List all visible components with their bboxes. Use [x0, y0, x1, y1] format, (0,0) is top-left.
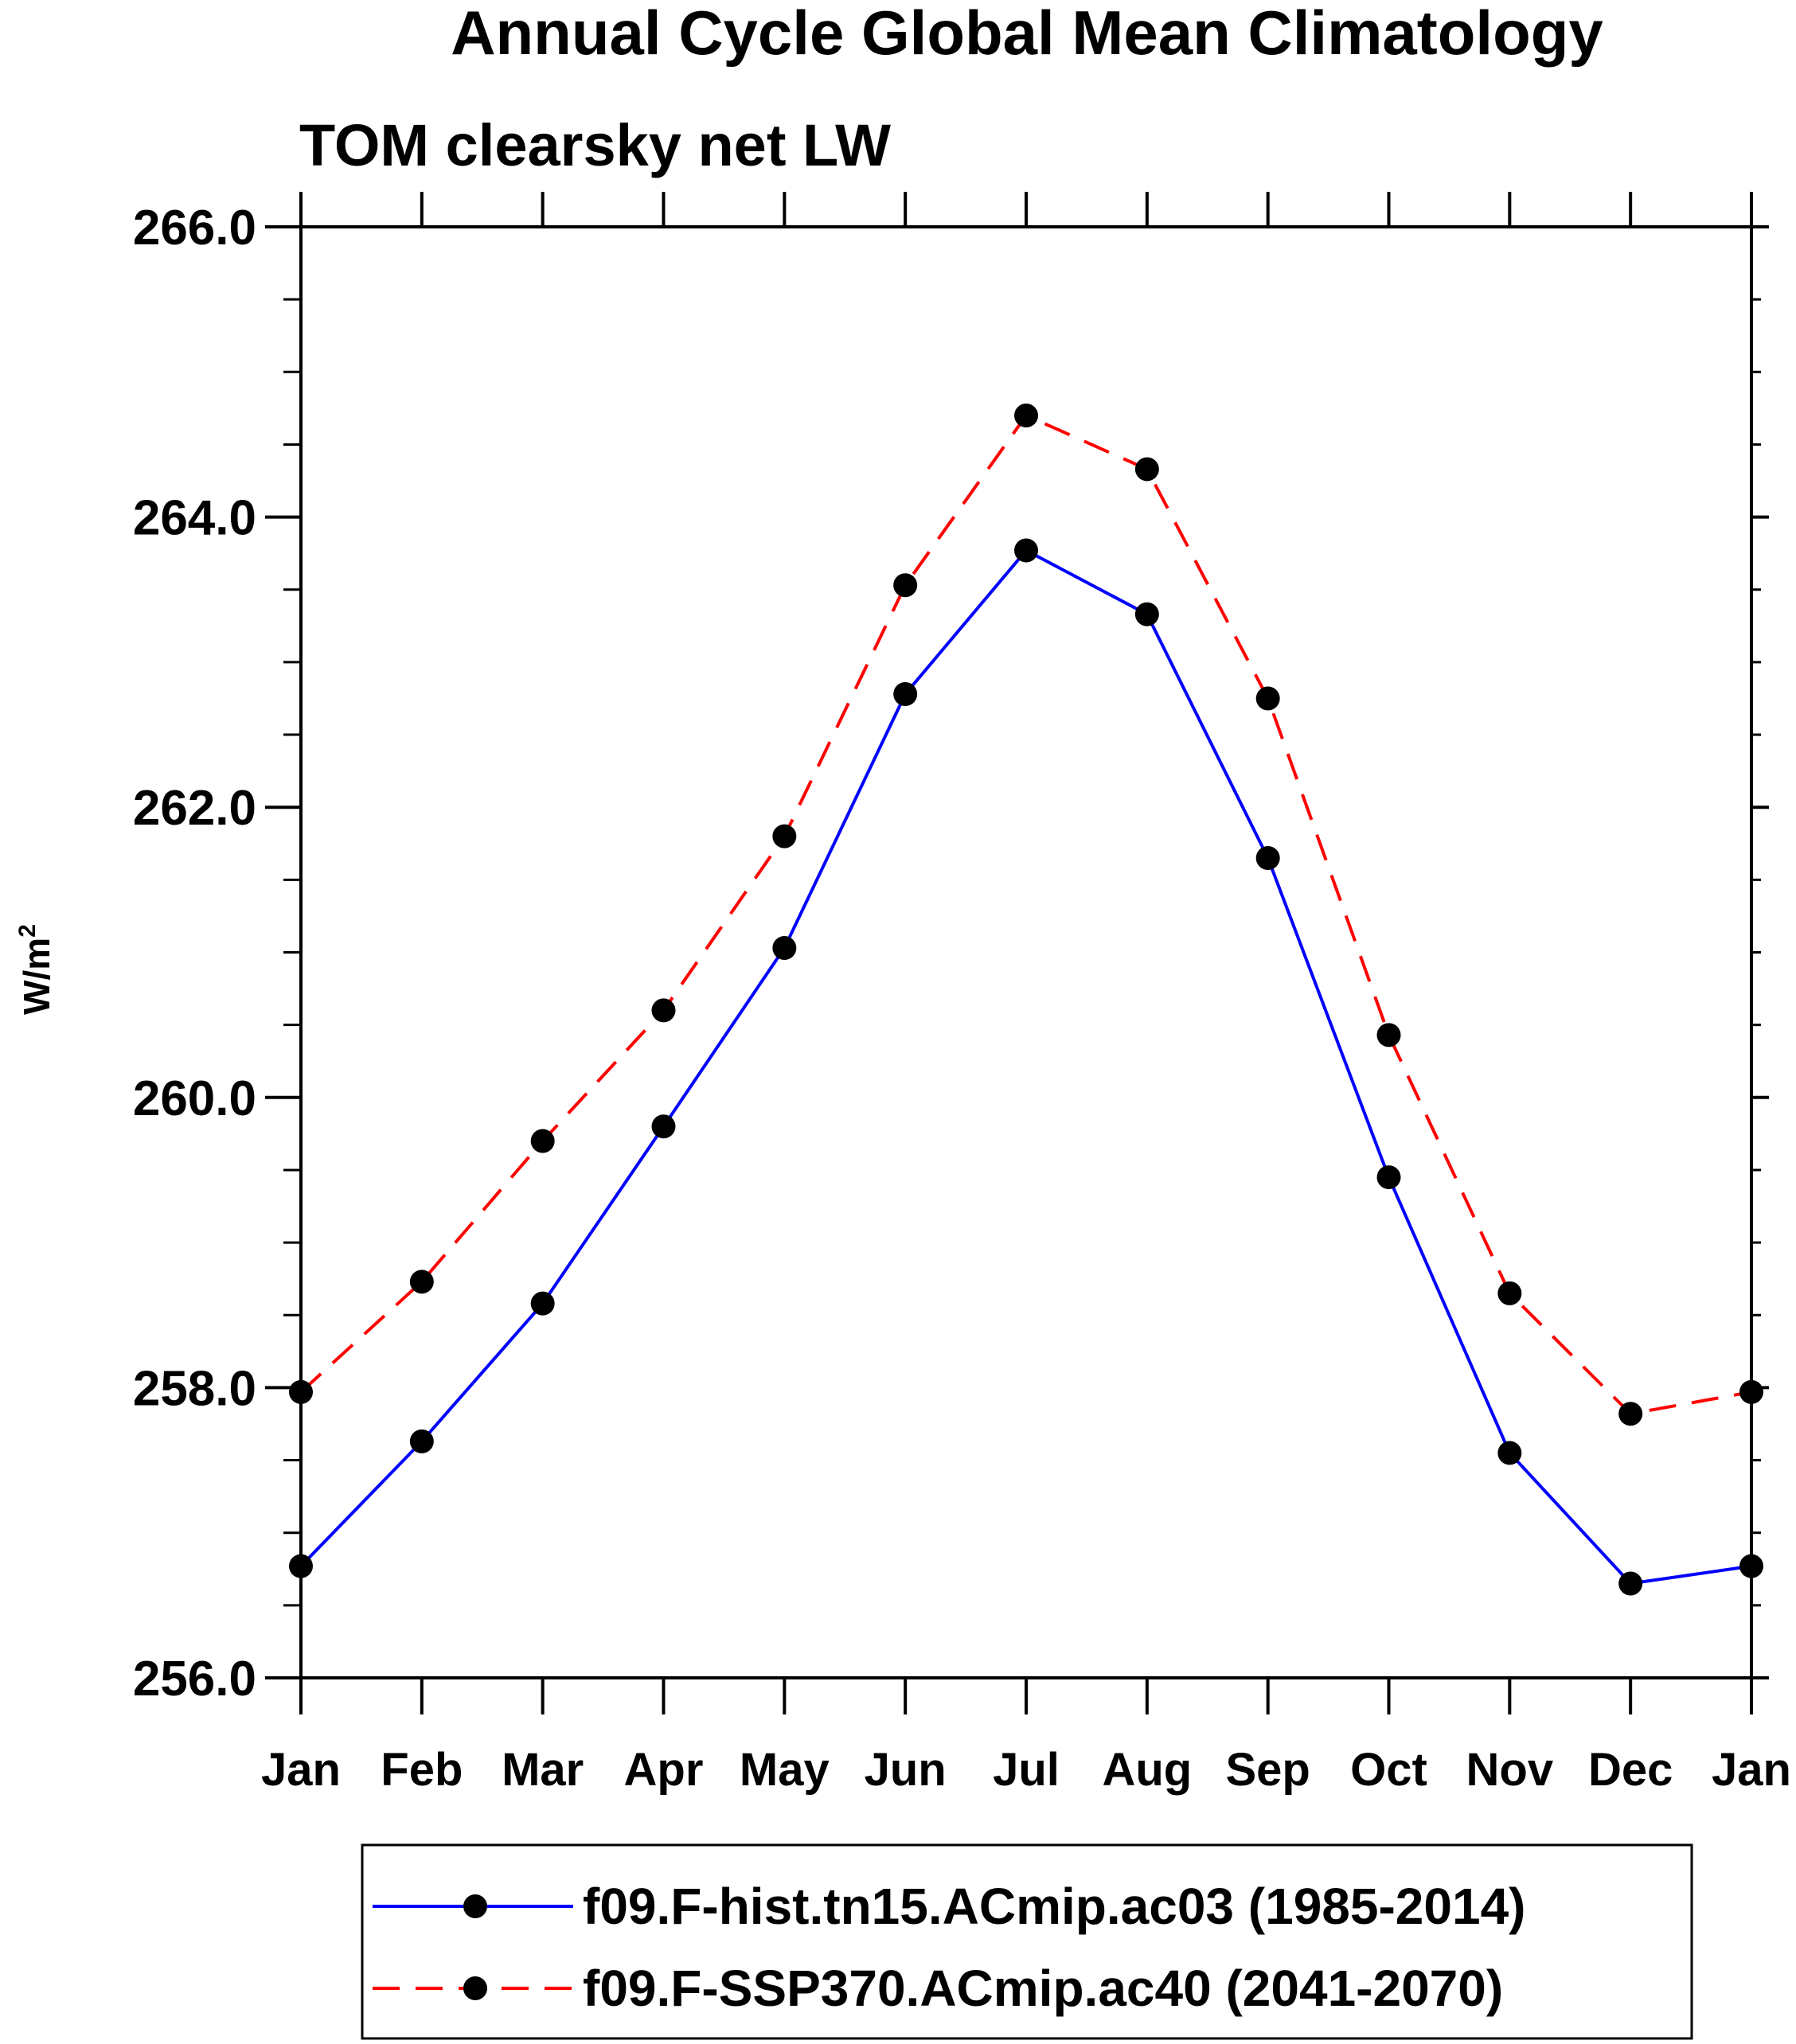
plot-frame: [299, 225, 1753, 1679]
series-2-point: [289, 1379, 313, 1404]
series-1-point: [289, 1554, 313, 1578]
legend-marker-1: [463, 1894, 487, 1918]
series-2-point: [1134, 457, 1159, 482]
series-1-point: [893, 682, 918, 707]
series-1-point: [530, 1291, 555, 1316]
x-tick-label: Mar: [502, 1744, 584, 1796]
y-tick-label: 256.0: [133, 1652, 256, 1707]
y-tick-label: 260.0: [133, 1071, 256, 1126]
series-1-point: [1134, 602, 1159, 626]
x-tick-label: Sep: [1225, 1744, 1310, 1796]
x-tick-label: Feb: [381, 1744, 463, 1796]
y-tick-label: 258.0: [133, 1361, 256, 1416]
series-2-point: [772, 824, 797, 848]
series-2-point: [1014, 403, 1038, 427]
series-2-point: [530, 1129, 555, 1153]
chart-title: Annual Cycle Global Mean Climatology: [451, 0, 1603, 68]
series-1-point: [409, 1429, 434, 1453]
series-1-point: [1497, 1441, 1522, 1465]
series-1-point: [1376, 1165, 1401, 1190]
series-2-point: [1739, 1379, 1763, 1404]
series-2-point: [1618, 1402, 1643, 1426]
x-tick-label: Aug: [1102, 1744, 1192, 1796]
series-2-point: [893, 573, 918, 598]
x-tick-label: Apr: [624, 1744, 704, 1796]
x-tick-label: May: [740, 1744, 830, 1796]
y-axis-label: W/m2: [14, 924, 57, 1015]
series-1-point: [651, 1114, 676, 1139]
legend-box: [361, 1843, 1693, 2040]
chart-subtitle: TOM clearsky net LW: [299, 112, 891, 178]
legend: f09.F-hist.tn15.ACmip.ac03 (1985-2014) f0…: [361, 1843, 1693, 2040]
series-2-point: [409, 1270, 434, 1294]
series-1-point: [1014, 538, 1038, 563]
series-1-point: [1739, 1554, 1763, 1578]
y-tick-label: 264.0: [133, 491, 256, 546]
legend-label-1: f09.F-hist.tn15.ACmip.ac03 (1985-2014): [583, 1878, 1525, 1935]
x-tick-label: Jun: [865, 1744, 947, 1796]
series-2-point: [1497, 1281, 1522, 1305]
x-tick-label: Nov: [1466, 1744, 1554, 1796]
series-line-2: [299, 413, 1752, 1416]
series-1-point: [772, 936, 797, 961]
x-tick-label: Jan: [261, 1744, 341, 1796]
y-axis-label-text: W/m: [16, 938, 57, 1015]
plot-area: 256.0 258.0 260.0 262.0 264.0 266.0 Jan Feb Mar A…: [133, 192, 1791, 1796]
x-tick-label: Jul: [993, 1744, 1060, 1796]
series-2-point: [1255, 686, 1280, 711]
legend-marker-2: [463, 1976, 487, 2000]
series-1-point: [1255, 846, 1280, 871]
series-1-point: [1618, 1571, 1643, 1596]
legend-label-2: f09.F-SSP370.ACmip.ac40 (2041-2070): [583, 1960, 1503, 2017]
series-2-point: [1376, 1023, 1401, 1047]
x-tick-label: Oct: [1350, 1744, 1427, 1796]
x-tick-label: Dec: [1588, 1744, 1673, 1796]
series-line-1: [299, 548, 1752, 1586]
y-tick-label: 262.0: [133, 781, 256, 836]
y-axis-label-superscript: 2: [14, 924, 41, 938]
y-tick-label: 266.0: [133, 201, 256, 256]
x-tick-label: Jan: [1712, 1744, 1791, 1796]
series-2-point: [651, 998, 676, 1023]
